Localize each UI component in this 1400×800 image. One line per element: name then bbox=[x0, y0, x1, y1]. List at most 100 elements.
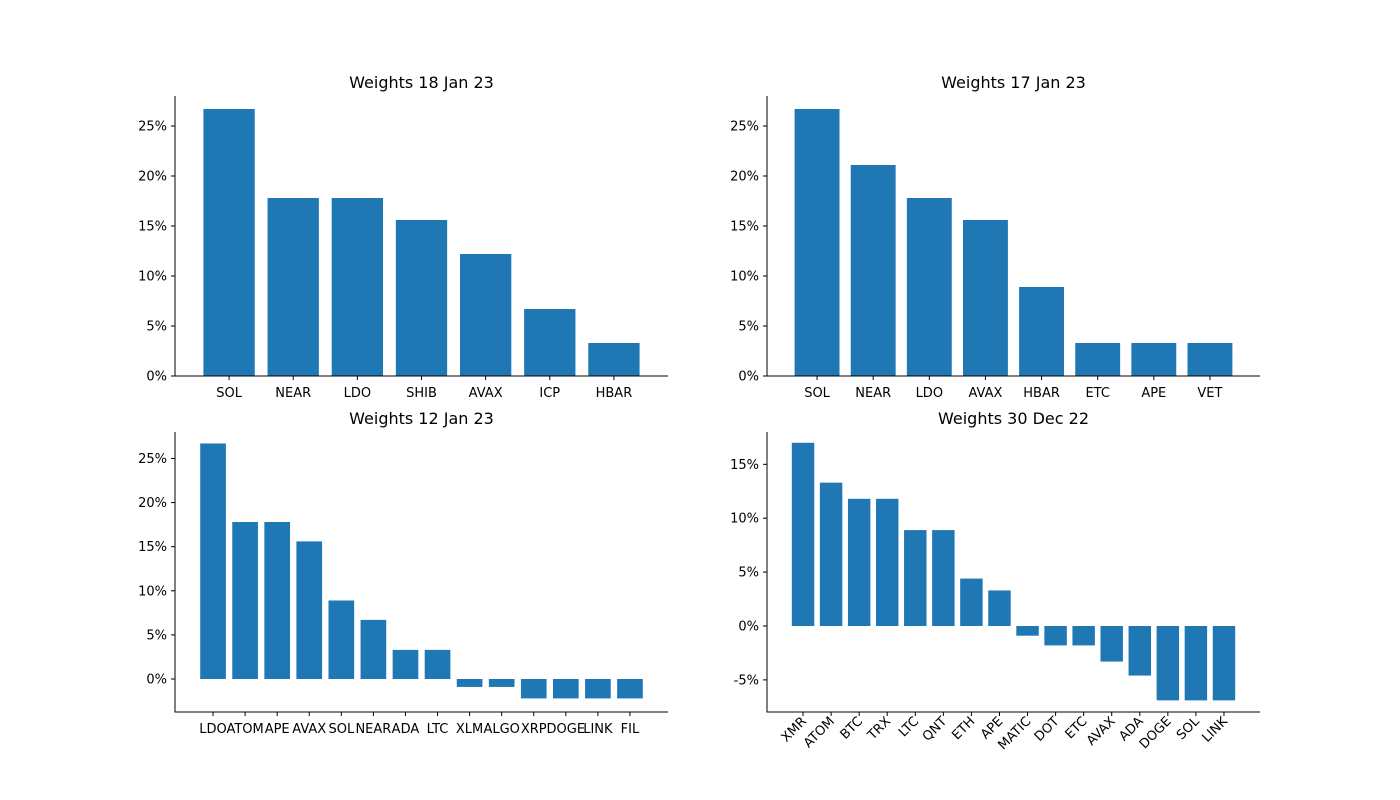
y-tick-label: 5% bbox=[146, 320, 167, 335]
x-tick-label: LTC bbox=[427, 722, 449, 737]
bar-atom bbox=[819, 482, 843, 626]
y-tick-label: 0% bbox=[146, 673, 167, 688]
x-tick-label: TRX bbox=[864, 714, 894, 744]
bar-algo bbox=[488, 679, 515, 687]
y-tick-label: 10% bbox=[138, 584, 167, 599]
y-tick-label: 25% bbox=[138, 452, 167, 467]
x-tick-label: LDO bbox=[199, 722, 227, 737]
subplot-2: Weights 17 Jan 23 0% 5% 10% 15% 20% 25% SOL NEA… bbox=[730, 73, 1260, 401]
y-tick-label: 25% bbox=[138, 120, 167, 135]
bar-sol bbox=[794, 109, 840, 376]
y-tick-label: 10% bbox=[138, 270, 167, 285]
x-tick-label: FIL bbox=[621, 722, 640, 737]
y-tick-label: 0% bbox=[738, 620, 759, 635]
y-tick-label: 0% bbox=[146, 370, 167, 385]
bar-doge bbox=[1156, 626, 1180, 701]
y-tick-label: 5% bbox=[738, 320, 759, 335]
bar-btc bbox=[847, 498, 871, 626]
x-tick-label: AVAX bbox=[292, 722, 326, 737]
x-tick-label: ADA bbox=[392, 722, 420, 737]
bar-etc bbox=[1072, 626, 1095, 646]
y-tick-label: 5% bbox=[146, 628, 167, 643]
x-tick-label: XRP bbox=[521, 722, 547, 737]
y-tick-label: 0% bbox=[738, 370, 759, 385]
subplot-1-title: Weights 18 Jan 23 bbox=[349, 73, 494, 92]
bar-atom bbox=[232, 521, 258, 679]
y-tick-label: 10% bbox=[730, 270, 759, 285]
x-tick-label: ETC bbox=[1085, 386, 1109, 401]
x-tick-label: SOL bbox=[804, 386, 830, 401]
bar-near bbox=[360, 619, 387, 679]
bar-hbar bbox=[588, 343, 640, 376]
y-tick-label: -5% bbox=[734, 673, 759, 688]
bar-avax bbox=[459, 254, 512, 376]
x-tick-label: AVAX bbox=[469, 386, 503, 401]
x-tick-label: SHIB bbox=[406, 386, 437, 401]
bar-icp bbox=[524, 309, 576, 376]
bar-ape bbox=[264, 521, 291, 679]
x-tick-label: AVAX bbox=[1084, 714, 1119, 749]
x-tick-label: AVAX bbox=[968, 386, 1002, 401]
x-tick-label: NEAR bbox=[275, 386, 311, 401]
bar-ape bbox=[988, 590, 1011, 626]
bar-ape bbox=[1131, 343, 1177, 376]
y-tick-label: 20% bbox=[138, 170, 167, 185]
bar-xlm bbox=[456, 679, 483, 687]
bar-shib bbox=[395, 220, 448, 376]
x-tick-label: HBAR bbox=[596, 386, 633, 401]
bar-eth bbox=[960, 578, 983, 626]
x-tick-label: ATOM bbox=[226, 722, 263, 737]
bar-qnt bbox=[932, 530, 955, 626]
x-tick-label: LDO bbox=[344, 386, 372, 401]
bar-doge bbox=[552, 679, 579, 699]
x-tick-label: NEAR bbox=[855, 386, 891, 401]
x-tick-label: NEAR bbox=[355, 722, 391, 737]
x-tick-label: LINK bbox=[1199, 714, 1231, 746]
bar-ldo bbox=[200, 443, 226, 679]
bar-dot bbox=[1044, 626, 1067, 646]
x-tick-label: BTC bbox=[838, 714, 866, 742]
x-tick-label: LDO bbox=[916, 386, 944, 401]
axis-spines bbox=[174, 432, 668, 713]
bar-hbar bbox=[1019, 287, 1065, 376]
bar-fil bbox=[617, 679, 643, 699]
bar-etc bbox=[1075, 343, 1121, 376]
subplot-3: Weights 12 Jan 23 0% 5% 10% 15% 20% 25% LDO ATO… bbox=[138, 409, 668, 737]
bar-ltc bbox=[424, 649, 451, 679]
bar-avax bbox=[962, 220, 1008, 376]
bar-ada bbox=[1128, 626, 1152, 676]
y-tick-label: 15% bbox=[730, 220, 759, 235]
y-tick-label: 20% bbox=[138, 496, 167, 511]
x-tick-label: APE bbox=[265, 722, 290, 737]
axis-spines bbox=[766, 96, 1260, 377]
x-tick-label: HBAR bbox=[1023, 386, 1060, 401]
bar-ltc bbox=[904, 530, 927, 626]
y-tick-label: 25% bbox=[730, 120, 759, 135]
x-tick-label: DOT bbox=[1032, 714, 1063, 745]
bar-vet bbox=[1187, 343, 1233, 376]
x-tick-label: SOL bbox=[216, 386, 242, 401]
x-tick-label: ALGO bbox=[483, 722, 519, 737]
y-tick-label: 15% bbox=[730, 458, 759, 473]
bar-matic bbox=[1016, 626, 1039, 636]
bar-avax bbox=[1100, 626, 1123, 662]
subplot-1: Weights 18 Jan 23 0% 5% 10% 15% 20% 25% SOL NEA… bbox=[138, 73, 668, 401]
bar-avax bbox=[296, 541, 323, 679]
x-tick-label: LINK bbox=[583, 722, 613, 737]
bar-xmr bbox=[791, 442, 815, 626]
x-tick-label: ICP bbox=[539, 386, 560, 401]
bar-link bbox=[1212, 626, 1236, 701]
bar-sol bbox=[1184, 626, 1208, 701]
x-tick-label: APE bbox=[1141, 386, 1166, 401]
x-tick-label: DOGE bbox=[547, 722, 586, 737]
bar-ldo bbox=[906, 198, 952, 376]
bar-sol bbox=[328, 600, 355, 679]
x-tick-label: ATOM bbox=[801, 714, 838, 751]
bar-trx bbox=[875, 498, 899, 626]
bar-ada bbox=[392, 649, 419, 679]
bar-xrp bbox=[520, 679, 547, 699]
x-tick-label: VET bbox=[1197, 386, 1222, 401]
x-tick-label: XLM bbox=[456, 722, 483, 737]
